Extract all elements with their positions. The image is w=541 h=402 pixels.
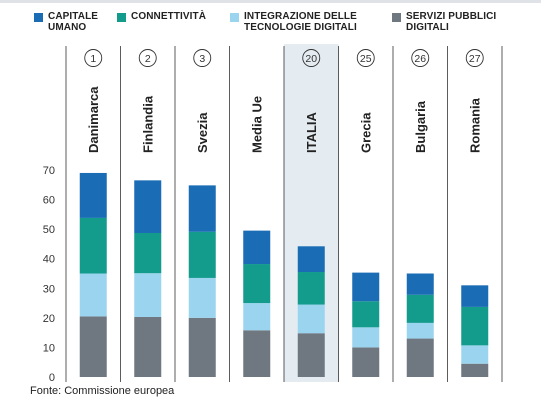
bar-segment-italia-integrazione-delle-tecnologie-digitali <box>297 304 325 334</box>
bar-segment-finlandia-connettivit <box>134 232 162 274</box>
category-label-bulgaria: Bulgaria <box>413 100 428 153</box>
legend-swatch-integrazione <box>230 13 239 22</box>
bar-segment-media-ue-capitale-umano <box>243 230 271 265</box>
category-label-romania: Romania <box>467 97 482 153</box>
rank-label-svezia: 3 <box>199 53 205 65</box>
legend-label-connettivita: CONNETTIVITÀ <box>131 11 207 22</box>
bar-segment-finlandia-capitale-umano <box>134 180 162 233</box>
rank-badge-danimarca <box>84 49 103 67</box>
bar-segment-svezia-connettivit <box>188 231 216 278</box>
category-label-grecia: Grecia <box>358 112 373 153</box>
bar-segment-grecia-servizi-pubblici-digitali <box>352 347 380 377</box>
stacked-bar-chart: 0 10 20 30 40 50 60 70 1 Danimarca 2 Finlandia 3 Svez… <box>43 44 503 382</box>
y-tick-label-10: 10 <box>43 342 55 354</box>
legend-item-integrazione: INTEGRAZIONE DELLE TECNOLOGIE DIGITALI <box>230 11 357 33</box>
rank-badge-italia <box>302 49 321 67</box>
y-tick-label-0: 0 <box>49 372 55 382</box>
bar-segment-italia-servizi-pubblici-digitali <box>297 333 325 377</box>
rank-label-romania: 27 <box>469 53 481 65</box>
legend-item-servizi: SERVIZI PUBBLICI DIGITALI <box>392 11 496 33</box>
bar-segment-romania-connettivit <box>461 306 489 346</box>
legend-label-servizi: SERVIZI PUBBLICI DIGITALI <box>406 11 497 33</box>
legend-label-capitale-umano: CAPITALE UMANO <box>48 11 99 33</box>
bar-segment-danimarca-connettivit <box>79 217 107 274</box>
bar-segment-media-ue-servizi-pubblici-digitali <box>243 330 271 377</box>
y-tick-label-70: 70 <box>43 165 55 177</box>
rank-label-danimarca: 1 <box>90 53 96 65</box>
legend-item-capitale-umano: CAPITALE UMANO <box>34 11 98 33</box>
y-tick-label-40: 40 <box>43 254 55 266</box>
bar-segment-svezia-capitale-umano <box>188 185 216 232</box>
bar-segment-italia-capitale-umano <box>297 246 325 273</box>
bar-segment-svezia-servizi-pubblici-digitali <box>188 317 216 377</box>
y-tick-label-30: 30 <box>43 283 55 295</box>
bar-segment-italia-connettivit <box>297 272 325 305</box>
top-strip <box>0 0 541 3</box>
y-tick-label-50: 50 <box>43 224 55 236</box>
legend-item-connettivita: CONNETTIVITÀ <box>117 11 206 22</box>
bar-segment-romania-capitale-umano <box>461 285 489 307</box>
legend-swatch-capitale-umano <box>34 13 43 22</box>
source-note: Fonte: Commissione europea <box>30 385 175 397</box>
bar-segment-danimarca-servizi-pubblici-digitali <box>79 316 107 377</box>
category-label-finlandia: Finlandia <box>140 95 155 153</box>
bar-segment-bulgaria-servizi-pubblici-digitali <box>406 338 434 377</box>
rank-badge-bulgaria <box>411 49 430 67</box>
bar-segment-danimarca-integrazione-delle-tecnologie-digitali <box>79 273 107 317</box>
bar-segment-grecia-integrazione-delle-tecnologie-digitali <box>352 327 380 348</box>
rank-badge-romania <box>465 49 484 67</box>
category-label-italia: ITALIA <box>304 111 319 153</box>
category-label-media-ue: Media Ue <box>249 96 264 153</box>
rank-badge-grecia <box>356 49 375 67</box>
rank-badge-finlandia <box>138 49 157 67</box>
category-label-svezia: Svezia <box>195 112 210 153</box>
bar-segment-romania-integrazione-delle-tecnologie-digitali <box>461 345 489 364</box>
bar-segment-grecia-connettivit <box>352 301 380 328</box>
bar-segment-bulgaria-capitale-umano <box>406 273 434 295</box>
rank-badge-svezia <box>193 49 212 67</box>
bar-segment-finlandia-servizi-pubblici-digitali <box>134 316 162 377</box>
legend: CAPITALE UMANO CONNETTIVITÀ INTEGRAZIONE… <box>0 0 541 44</box>
bar-segment-danimarca-capitale-umano <box>79 172 107 218</box>
bar-segment-romania-servizi-pubblici-digitali <box>461 363 489 377</box>
y-tick-label-20: 20 <box>43 313 55 325</box>
legend-swatch-servizi <box>392 13 401 22</box>
bar-segment-bulgaria-integrazione-delle-tecnologie-digitali <box>406 322 434 339</box>
y-tick-label-60: 60 <box>43 195 55 207</box>
bar-segment-media-ue-connettivit <box>243 264 271 304</box>
legend-swatch-connettivita <box>117 13 126 22</box>
bar-segment-bulgaria-connettivit <box>406 294 434 323</box>
rank-label-finlandia: 2 <box>145 53 151 65</box>
bar-segment-svezia-integrazione-delle-tecnologie-digitali <box>188 277 216 318</box>
legend-label-integrazione: INTEGRAZIONE DELLE TECNOLOGIE DIGITALI <box>244 11 357 33</box>
bar-segment-finlandia-integrazione-delle-tecnologie-digitali <box>134 273 162 317</box>
bar-segment-media-ue-integrazione-delle-tecnologie-digitali <box>243 303 271 331</box>
category-label-danimarca: Danimarca <box>86 86 101 153</box>
bar-segment-grecia-capitale-umano <box>352 272 380 302</box>
rank-label-grecia: 25 <box>360 53 372 65</box>
rank-label-bulgaria: 26 <box>414 53 426 65</box>
rank-label-italia: 20 <box>305 53 317 65</box>
